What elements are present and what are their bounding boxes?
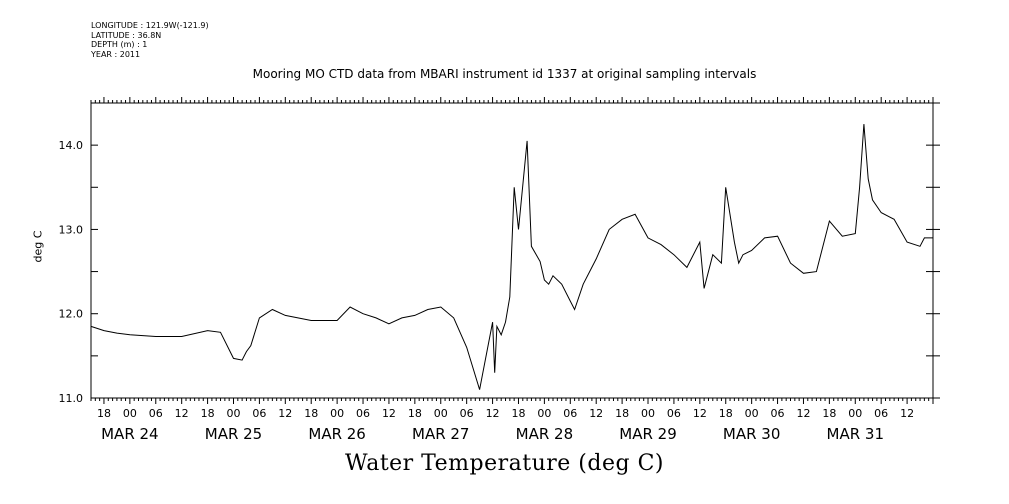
x-tick-label: 12 <box>796 407 810 420</box>
date-label: MAR 28 <box>516 425 573 443</box>
x-tick-label: 12 <box>900 407 914 420</box>
chart-title: Mooring MO CTD data from MBARI instrumen… <box>252 67 757 81</box>
date-label: MAR 25 <box>205 425 262 443</box>
depth-text: DEPTH (m) : 1 <box>91 40 148 49</box>
date-label: MAR 29 <box>619 425 676 443</box>
x-tick-label: 18 <box>97 407 111 420</box>
x-tick-label: 06 <box>874 407 888 420</box>
x-tick-label: 00 <box>745 407 759 420</box>
x-tick-label: 00 <box>123 407 137 420</box>
x-axis-title: Water Temperature (deg C) <box>345 451 664 476</box>
x-tick-label: 00 <box>226 407 240 420</box>
x-tick-label: 18 <box>615 407 629 420</box>
x-tick-label: 06 <box>563 407 577 420</box>
axis-ticks <box>90 97 940 404</box>
year-text: YEAR : 2011 <box>91 49 141 59</box>
mooring-metadata: LONGITUDE : 121.9W(-121.9) LATITUDE : 36… <box>91 21 209 59</box>
longitude-text: LONGITUDE : 121.9W(-121.9) <box>91 21 209 30</box>
latitude-text: LATITUDE : 36.8N <box>91 30 162 40</box>
x-tick-label: 18 <box>511 407 525 420</box>
y-tick-labels: 11.0 12.0 13.0 14.0 <box>59 139 84 405</box>
date-label: MAR 24 <box>101 425 158 443</box>
series-line <box>90 124 933 390</box>
x-tick-label: 00 <box>434 407 448 420</box>
y-tick-label: 13.0 <box>59 223 84 236</box>
x-tick-label: 06 <box>252 407 266 420</box>
x-tick-labels: 18 00 06 12 18 00 06 12 18 00 06 12 18 00 06 12 18 00 06 12… <box>97 407 914 420</box>
y-tick-label: 12.0 <box>59 308 84 321</box>
x-tick-label: 00 <box>537 407 551 420</box>
x-tick-label: 18 <box>719 407 733 420</box>
date-label: MAR 26 <box>308 425 365 443</box>
x-tick-label: 12 <box>486 407 500 420</box>
date-label: MAR 31 <box>827 425 884 443</box>
x-tick-label: 06 <box>460 407 474 420</box>
x-tick-label: 06 <box>771 407 785 420</box>
x-tick-label: 06 <box>356 407 370 420</box>
y-tick-label: 14.0 <box>59 139 84 152</box>
x-tick-label: 18 <box>304 407 318 420</box>
date-label: MAR 27 <box>412 425 469 443</box>
x-tick-label: 06 <box>149 407 163 420</box>
plot-frame <box>90 102 934 399</box>
x-tick-label: 12 <box>693 407 707 420</box>
x-tick-label: 00 <box>330 407 344 420</box>
x-tick-label: 12 <box>589 407 603 420</box>
x-tick-label: 00 <box>848 407 862 420</box>
x-tick-label: 12 <box>278 407 292 420</box>
x-tick-label: 12 <box>382 407 396 420</box>
y-tick-label: 11.0 <box>59 392 84 405</box>
x-tick-label: 18 <box>822 407 836 420</box>
x-tick-label: 18 <box>201 407 215 420</box>
x-tick-label: 00 <box>641 407 655 420</box>
date-label: MAR 30 <box>723 425 780 443</box>
date-labels: MAR 24 MAR 25 MAR 26 MAR 27 MAR 28 MAR 29 MAR … <box>101 425 884 443</box>
x-tick-label: 06 <box>667 407 681 420</box>
x-tick-label: 12 <box>175 407 189 420</box>
x-tick-label: 18 <box>408 407 422 420</box>
